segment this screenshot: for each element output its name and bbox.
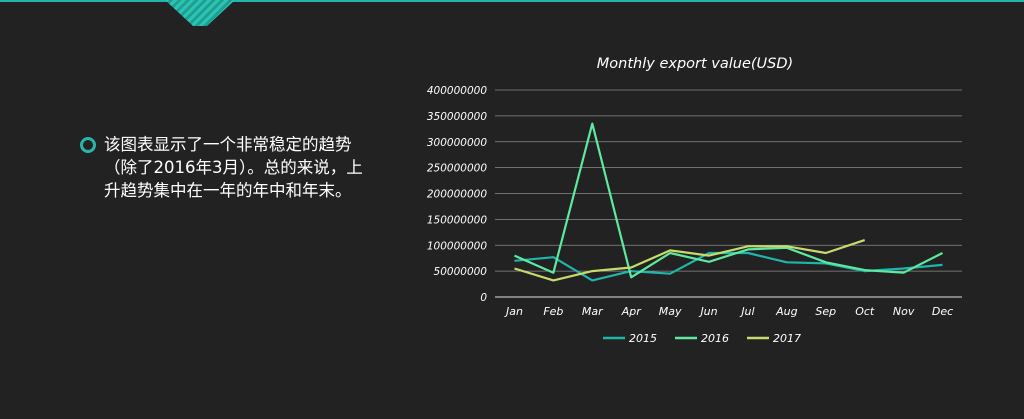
x-tick-label: Jul: [739, 305, 754, 318]
legend-label-2016: 2016: [701, 332, 729, 345]
y-tick-label: 400000000: [427, 85, 487, 97]
x-tick-label: Nov: [893, 305, 915, 318]
y-tick-label: 350000000: [427, 111, 487, 123]
series-line-2016: [514, 122, 943, 279]
y-tick-label: 200000000: [427, 189, 487, 201]
x-tick-label: Mar: [582, 305, 604, 318]
top-accent-line: [0, 0, 1024, 2]
x-tick-label: May: [659, 305, 682, 318]
x-tick-label: Apr: [621, 305, 643, 318]
y-tick-label: 150000000: [427, 214, 487, 226]
description-text: 该图表显示了一个非常稳定的趋势（除了2016年3月）。总的来说，上升趋势集中在一…: [104, 135, 363, 200]
y-tick-label: 100000000: [427, 240, 487, 252]
chart-title: Monthly export value(USD): [597, 56, 793, 72]
x-tick-label: Feb: [543, 305, 563, 318]
y-tick-label: 0: [480, 292, 487, 304]
x-tick-label: Aug: [775, 305, 797, 318]
x-tick-label: Jan: [504, 305, 523, 318]
bullet-circle-icon: [80, 137, 96, 153]
chart-canvas: Monthly export value(USD) 0 50000000 100000…: [427, 56, 962, 345]
x-tick-label: Sep: [815, 305, 836, 318]
legend-label-2017: 2017: [773, 332, 801, 345]
x-tick-label: Oct: [855, 305, 875, 318]
legend-label-2015: 2015: [629, 332, 657, 345]
x-tick-label: Dec: [932, 305, 953, 318]
series-line-2015: [514, 251, 943, 282]
top-decorative-tab: [165, 0, 235, 26]
line-chart: Monthly export value(USD) 0 50000000 100000…: [400, 40, 990, 360]
y-tick-label: 300000000: [427, 137, 487, 149]
x-tick-label: Jun: [698, 305, 717, 318]
y-tick-label: 50000000: [434, 266, 488, 278]
y-tick-label: 250000000: [427, 163, 487, 175]
series-line-2017: [514, 239, 866, 282]
